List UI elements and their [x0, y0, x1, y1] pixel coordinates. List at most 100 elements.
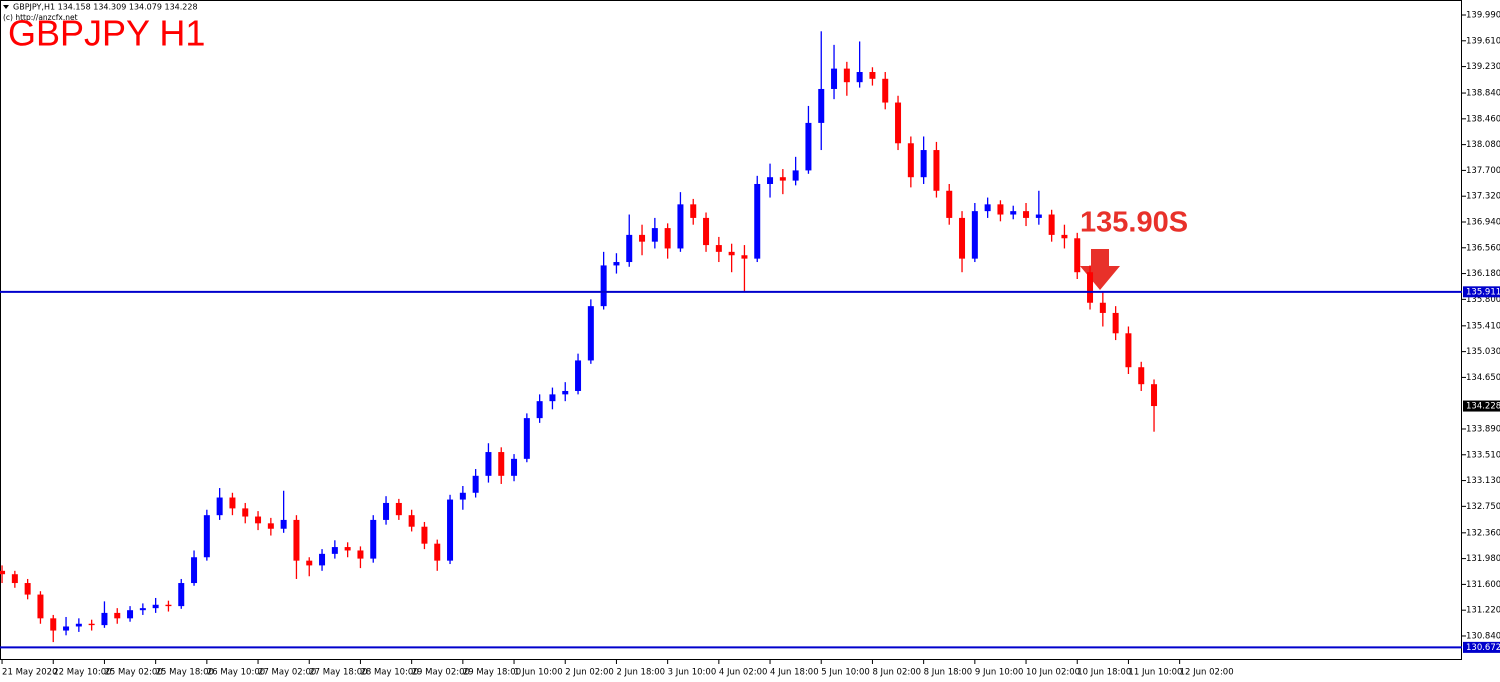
- y-tick-label: 137.320: [1466, 192, 1500, 202]
- y-tick-label: 131.980: [1466, 554, 1500, 564]
- sell-arrow: [1080, 249, 1120, 290]
- candle-body: [216, 497, 223, 516]
- candle-body: [1151, 384, 1158, 407]
- x-tick-label: 4 Jun 18:00: [770, 668, 819, 678]
- y-tick-label: 131.600: [1466, 580, 1500, 590]
- x-tick-label: 25 May 02:00: [104, 668, 162, 678]
- x-tick-label: 10 Jun 18:00: [1077, 668, 1131, 678]
- candle-body: [165, 604, 172, 607]
- x-tick-label: 12 Jun 02:00: [1180, 668, 1234, 678]
- x-tick-label: 29 May 18:00: [463, 668, 521, 678]
- candle-body: [562, 390, 569, 395]
- candle-body: [472, 475, 479, 493]
- level-label-box: [1463, 286, 1500, 298]
- candle-body: [907, 143, 914, 178]
- y-tick-label: 135.800: [1466, 295, 1500, 305]
- candle-body: [101, 612, 108, 626]
- y-tick-label: 131.220: [1466, 606, 1500, 616]
- y-tick-label: 138.080: [1466, 140, 1500, 150]
- candle-body: [0, 570, 6, 575]
- candle-body: [434, 543, 441, 561]
- candle-body: [447, 499, 454, 561]
- symbol-header: GBPJPY,H1 134.158 134.309 134.079 134.22…: [13, 3, 198, 12]
- candle-body: [690, 204, 697, 218]
- candle-body: [1138, 367, 1145, 385]
- menu-triangle: [3, 5, 9, 9]
- candle-body: [293, 519, 300, 561]
- x-tick-label: 3 Jun 10:00: [668, 668, 717, 678]
- candle-body: [536, 401, 543, 419]
- y-tick-label: 136.560: [1466, 243, 1500, 253]
- candle-body: [703, 217, 710, 246]
- y-tick-label: 133.130: [1466, 476, 1500, 486]
- candle-body: [1099, 302, 1106, 313]
- candle-body: [767, 177, 774, 184]
- candle-body: [511, 458, 518, 476]
- candle-body: [984, 204, 991, 212]
- candle-body: [357, 550, 364, 559]
- marks: [0, 31, 1158, 643]
- candle-body: [831, 68, 838, 89]
- candle-body: [959, 217, 966, 259]
- candle-body: [114, 612, 121, 619]
- candle-body: [792, 170, 799, 181]
- candle-body: [1061, 234, 1068, 239]
- y-tick-label: 139.990: [1466, 10, 1500, 20]
- candle-body: [651, 228, 658, 242]
- candle-body: [24, 583, 31, 595]
- candle-body: [459, 492, 466, 500]
- x-tick-label: 21 May 2020: [2, 668, 57, 678]
- x-tick-label: 2 Jun 18:00: [616, 668, 665, 678]
- y-tick-label: 132.360: [1466, 528, 1500, 538]
- candle-body: [370, 519, 377, 559]
- x-tick-label: 8 Jun 02:00: [872, 668, 921, 678]
- candle-body: [88, 623, 95, 626]
- candle-body: [319, 553, 326, 566]
- candle-body: [306, 560, 313, 566]
- candle-body: [779, 177, 786, 181]
- x-tick-label: 4 Jun 02:00: [719, 668, 768, 678]
- candle-body: [229, 497, 236, 509]
- y-tick-label: 133.510: [1466, 450, 1500, 460]
- x-tick-label: 26 May 10:00: [207, 668, 265, 678]
- candle-body: [818, 88, 825, 123]
- candle-body: [549, 394, 556, 402]
- y-tick-label: 132.750: [1466, 502, 1500, 512]
- last-price-label: 134.228: [1466, 402, 1500, 412]
- candle-body: [843, 68, 850, 83]
- y-tick-label: 136.940: [1466, 217, 1500, 227]
- candle-body: [728, 251, 735, 256]
- candle-body: [63, 626, 70, 631]
- candle-body: [1087, 272, 1094, 303]
- candle-body: [856, 72, 863, 83]
- candle-body: [178, 583, 185, 607]
- candle-body: [895, 102, 902, 144]
- x-tick-label: 11 Jun 10:00: [1128, 668, 1182, 678]
- candle-body: [754, 183, 761, 259]
- level-label: 130.672: [1466, 643, 1500, 653]
- annotation: 135.90S: [1080, 207, 1188, 239]
- x-tick-label: 2 Jun 02:00: [565, 668, 614, 678]
- candle-body: [280, 519, 287, 529]
- x-tick-label: 29 May 02:00: [412, 668, 470, 678]
- level-label-box: [1463, 641, 1500, 653]
- y-tick-label: 138.840: [1466, 89, 1500, 99]
- candle-body: [613, 262, 620, 266]
- x-tick-label: 10 Jun 02:00: [1026, 668, 1080, 678]
- candle-body: [127, 610, 134, 619]
- candle-body: [1035, 214, 1042, 218]
- candle-body: [1010, 211, 1017, 215]
- candle-body: [715, 245, 722, 252]
- x-tick-label: 25 May 18:00: [156, 668, 214, 678]
- candle-body: [664, 228, 671, 249]
- y-tick-label: 135.410: [1466, 321, 1500, 331]
- candle-body: [152, 604, 159, 609]
- candle-body: [267, 523, 274, 529]
- candle-body: [11, 574, 18, 584]
- y-tick-label: 135.030: [1466, 347, 1500, 357]
- candle-body: [50, 618, 57, 631]
- candle-body: [421, 526, 428, 544]
- plot-frame: [0, 0, 1462, 660]
- candle-body: [1125, 333, 1132, 368]
- candle-body: [75, 623, 82, 627]
